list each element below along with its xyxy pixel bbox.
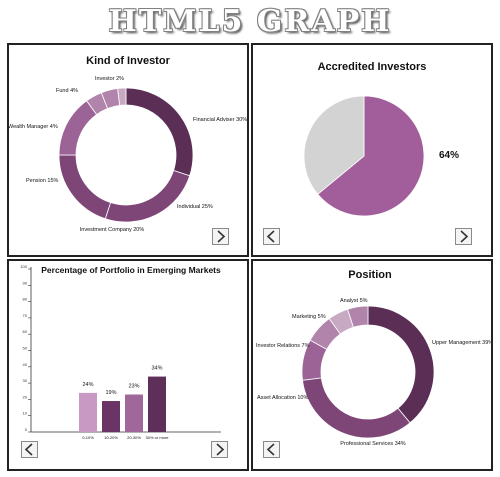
banner-title: HTML5 GRAPH	[108, 4, 392, 39]
y-tick-label: 50	[23, 346, 28, 351]
chart-title: Percentage of Portfolio in Emerging Mark…	[41, 265, 221, 275]
y-tick-label: 100	[20, 264, 27, 269]
bar-value-label: 23%	[128, 384, 139, 390]
slice-label: Asset Allocation 10%	[257, 395, 308, 401]
chevron-right-icon	[216, 443, 225, 456]
slice-label: Investment Company 20%	[80, 227, 145, 233]
slice-1	[303, 95, 365, 195]
prev-button[interactable]	[21, 441, 38, 458]
next-button[interactable]	[211, 441, 228, 458]
x-tick-label: 20-30%	[127, 435, 141, 440]
y-tick-label: 40	[23, 362, 28, 367]
slice-label: Individual 25%	[177, 204, 213, 210]
pie-value-label: 64%	[439, 150, 459, 161]
bar-0	[79, 392, 97, 432]
prev-button[interactable]	[263, 228, 280, 245]
slice-label: Professional Services 34%	[340, 441, 406, 447]
panel-kind-of-investor: Kind of Investor Financial Adviser 30% In…	[7, 43, 249, 257]
y-tick-label: 90	[23, 280, 28, 285]
x-tick-label: 0-10%	[82, 435, 94, 440]
panel-emerging-markets: Percentage of Portfolio in Emerging Mark…	[7, 259, 249, 471]
slice-label: Investor Relations 7%	[256, 343, 310, 349]
slice-label: Wealth Manager 4%	[9, 124, 58, 130]
chart-title: Kind of Investor	[86, 55, 170, 67]
prev-button[interactable]	[263, 441, 280, 458]
position-chart: Position Upper Management 39% Professiona…	[256, 269, 491, 447]
bar-value-label: 24%	[82, 382, 93, 388]
kind-of-investor-chart: Kind of Investor Financial Adviser 30% In…	[9, 55, 247, 233]
bar-3	[148, 376, 166, 432]
next-button[interactable]	[212, 228, 229, 245]
chevron-left-icon	[24, 443, 33, 456]
bar-1	[102, 401, 120, 432]
slice-label: Pension 15%	[26, 178, 59, 184]
x-tick-label: 10-20%	[104, 435, 118, 440]
y-tick-label: 70	[23, 313, 28, 318]
slice-label: Marketing 5%	[292, 314, 326, 320]
chart-title: Accredited Investors	[318, 61, 427, 73]
chevron-right-icon	[217, 230, 226, 243]
slice-0	[125, 87, 194, 177]
bar-value-label: 34%	[151, 366, 162, 372]
slice-2	[58, 154, 112, 220]
emerging-markets-chart: Percentage of Portfolio in Emerging Mark…	[20, 264, 221, 440]
slice-0	[367, 305, 435, 424]
next-button[interactable]	[455, 228, 472, 245]
panel-position: Position Upper Management 39% Professiona…	[251, 259, 493, 471]
slice-label: Fund 4%	[56, 88, 78, 94]
y-tick-label: 80	[23, 297, 28, 302]
chevron-left-icon	[266, 230, 275, 243]
chart-title: Position	[348, 269, 392, 281]
y-tick-label: 20	[23, 394, 28, 399]
chevron-left-icon	[266, 443, 275, 456]
bar-2	[125, 394, 143, 432]
accredited-investors-chart: Accredited Investors 64%	[303, 61, 459, 217]
y-tick-label: 30	[23, 378, 28, 383]
x-tick-label: 30% or more	[146, 435, 170, 440]
slice-label: Investor 2%	[95, 76, 124, 82]
panel-accredited-investors: Accredited Investors 64%	[251, 43, 493, 257]
slice-5	[347, 305, 369, 328]
slice-label: Financial Adviser 30%	[193, 117, 247, 123]
y-tick-label: 0	[25, 427, 28, 432]
banner: HTML5 GRAPH	[0, 4, 500, 40]
slice-1	[302, 377, 411, 439]
chevron-right-icon	[460, 230, 469, 243]
y-tick-label: 60	[23, 329, 28, 334]
slice-1	[104, 169, 191, 223]
slice-label: Upper Management 39%	[432, 340, 491, 346]
y-tick-label: 10	[23, 411, 28, 416]
slice-3	[58, 100, 98, 156]
slice-label: Analyst 5%	[340, 298, 368, 304]
bar-value-label: 19%	[105, 390, 116, 396]
slice-0	[317, 95, 425, 217]
slice-6	[117, 87, 127, 106]
